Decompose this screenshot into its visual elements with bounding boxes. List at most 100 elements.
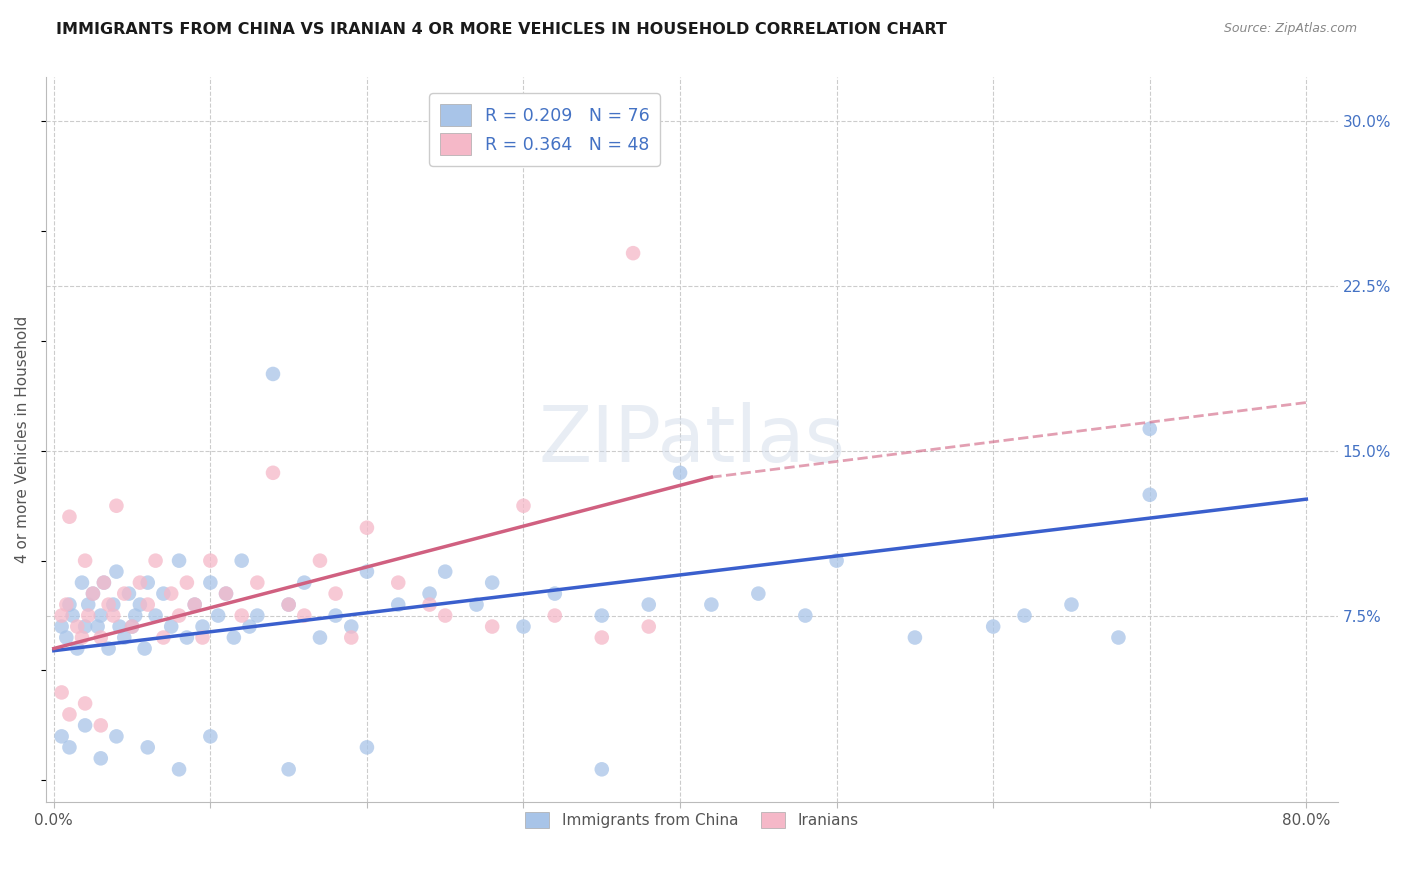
Point [183,598,205,612]
Point [747,586,769,600]
Point [309,554,332,568]
Point [66,619,89,633]
Point [544,586,567,600]
Point [512,499,534,513]
Point [90,631,112,645]
Point [591,631,613,645]
Point [66,641,89,656]
Point [1107,631,1129,645]
Point [152,586,174,600]
Point [70,631,93,645]
Point [621,246,644,260]
Point [292,575,315,590]
Point [82,586,104,600]
Point [544,608,567,623]
Point [419,598,441,612]
Point [62,608,84,623]
Point [145,554,167,568]
Point [136,740,159,755]
Point [591,608,613,623]
Point [97,641,120,656]
Text: ZIPatlas: ZIPatlas [538,402,845,478]
Point [105,730,128,744]
Point [419,586,441,600]
Point [160,619,183,633]
Point [90,608,112,623]
Point [387,575,409,590]
Point [112,631,135,645]
Point [75,718,97,732]
Point [262,466,284,480]
Point [86,619,108,633]
Point [118,586,141,600]
Y-axis label: 4 or more Vehicles in Household: 4 or more Vehicles in Household [15,317,30,564]
Point [191,619,214,633]
Point [191,631,214,645]
Point [75,554,97,568]
Point [481,575,503,590]
Point [262,367,284,381]
Point [55,631,77,645]
Point [77,608,100,623]
Point [356,740,378,755]
Point [51,608,73,623]
Point [103,608,125,623]
Point [387,598,409,612]
Point [246,575,269,590]
Point [434,608,457,623]
Point [434,565,457,579]
Point [136,598,159,612]
Point [58,740,80,755]
Point [325,586,347,600]
Point [215,586,238,600]
Legend: Immigrants from China, Iranians: Immigrants from China, Iranians [519,805,865,835]
Point [167,554,190,568]
Point [75,619,97,633]
Point [129,575,152,590]
Point [1139,488,1161,502]
Point [325,608,347,623]
Point [103,598,125,612]
Point [904,631,927,645]
Point [1060,598,1083,612]
Point [134,641,156,656]
Point [356,565,378,579]
Point [231,608,253,623]
Point [246,608,269,623]
Point [591,762,613,776]
Point [356,521,378,535]
Point [90,718,112,732]
Point [75,697,97,711]
Point [93,575,115,590]
Text: Source: ZipAtlas.com: Source: ZipAtlas.com [1223,22,1357,36]
Point [136,575,159,590]
Point [183,598,205,612]
Point [215,586,238,600]
Point [512,619,534,633]
Point [167,762,190,776]
Point [825,554,848,568]
Point [277,598,299,612]
Point [700,598,723,612]
Point [124,608,146,623]
Point [108,619,131,633]
Point [200,730,222,744]
Point [292,608,315,623]
Point [58,707,80,722]
Point [481,619,503,633]
Point [1014,608,1036,623]
Point [77,598,100,612]
Point [129,598,152,612]
Point [1139,422,1161,436]
Point [465,598,488,612]
Point [637,619,659,633]
Point [93,575,115,590]
Point [309,631,332,645]
Point [167,608,190,623]
Point [51,685,73,699]
Point [55,598,77,612]
Point [277,598,299,612]
Point [105,565,128,579]
Point [222,631,245,645]
Point [340,619,363,633]
